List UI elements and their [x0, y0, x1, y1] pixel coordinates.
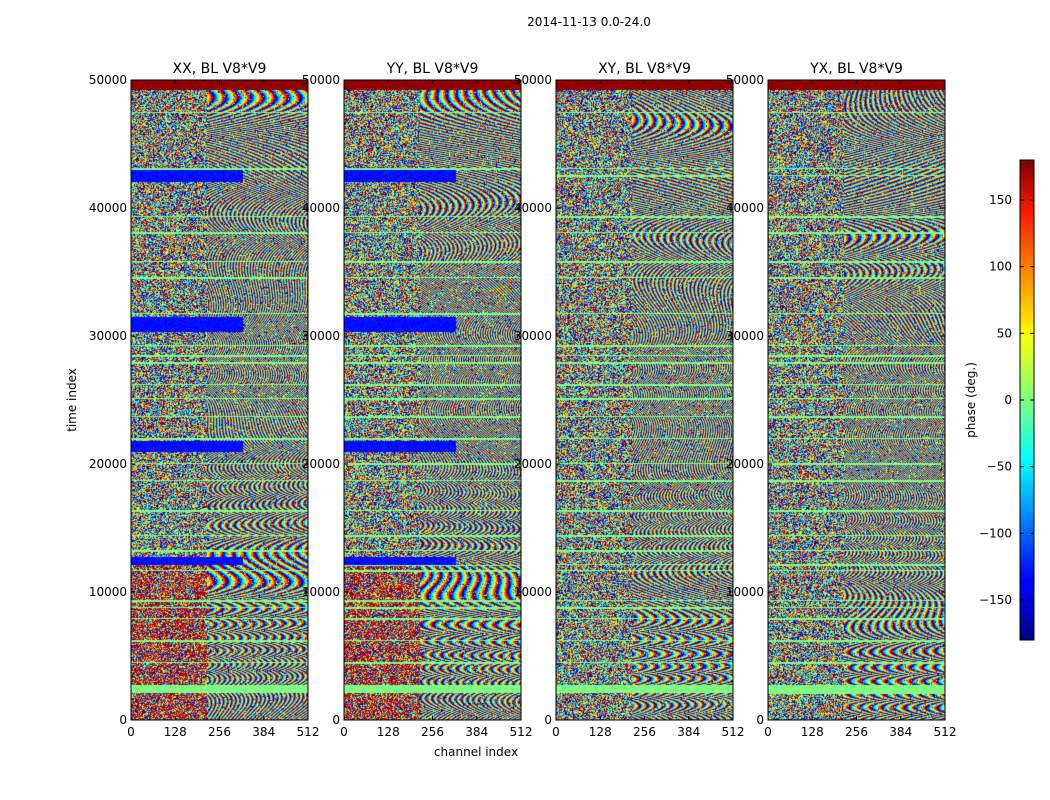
x-tick-label: 128 [801, 725, 824, 739]
x-tick-label: 128 [164, 725, 187, 739]
y-tick-label: 50000 [726, 73, 764, 87]
y-tick-label: 40000 [302, 201, 340, 215]
panel-3-title: XY, BL V8*V9 [598, 61, 691, 77]
colorbar-tick-label: 100 [989, 260, 1012, 274]
y-tick-label: 20000 [514, 457, 552, 471]
y-tick-label: 20000 [726, 457, 764, 471]
x-tick-label: 384 [465, 725, 488, 739]
panel-2-title: YY, BL V8*V9 [386, 61, 479, 77]
y-tick-label: 0 [332, 713, 340, 727]
colorbar-tick-label: −50 [987, 460, 1012, 474]
y-tick-label: 30000 [726, 329, 764, 343]
x-tick-label: 512 [934, 725, 957, 739]
x-tick-label: 256 [845, 725, 868, 739]
x-tick-label: 384 [889, 725, 912, 739]
y-tick-label: 0 [119, 713, 127, 727]
x-tick-label: 512 [722, 725, 745, 739]
x-tick-label: 0 [552, 725, 560, 739]
y-tick-label: 50000 [514, 73, 552, 87]
panel-4-heatmap [768, 80, 945, 720]
y-tick-label: 30000 [302, 329, 340, 343]
x-axis-label: channel index [434, 745, 518, 759]
colorbar-tick-label: −100 [979, 526, 1012, 540]
x-tick-label: 256 [633, 725, 656, 739]
y-tick-label: 20000 [302, 457, 340, 471]
x-tick-label: 0 [764, 725, 772, 739]
panel-1: XX, BL V8*V9 0 128 256 384 512 0 10000 20000 3000… [89, 61, 320, 739]
colorbar-tick-label: 50 [997, 326, 1012, 340]
panel-4-title: YX, BL V8*V9 [809, 61, 903, 77]
y-axis-label: time index [65, 368, 79, 432]
y-tick-label: 10000 [302, 585, 340, 599]
colorbar-tick-label: 150 [989, 193, 1012, 207]
panel-4: YX, BL V8*V9 0 128 256 384 512 0 10000 20000 3000… [726, 61, 957, 739]
y-tick-label: 40000 [726, 201, 764, 215]
x-tick-label: 0 [127, 725, 135, 739]
x-tick-label: 512 [297, 725, 320, 739]
colorbar-tick-label: −150 [979, 593, 1012, 607]
y-tick-label: 40000 [514, 201, 552, 215]
panel-3: XY, BL V8*V9 0 128 256 384 512 0 10000 20000 3000… [514, 61, 745, 739]
x-tick-label: 0 [340, 725, 348, 739]
panel-1-heatmap [131, 80, 308, 720]
panel-2: YY, BL V8*V9 0 128 256 384 512 0 10000 20000 3000… [302, 61, 533, 739]
colorbar: 150 100 50 0 −50 −100 −150 phase (deg.) [964, 159, 1035, 641]
y-tick-label: 0 [544, 713, 552, 727]
x-tick-label: 256 [421, 725, 444, 739]
y-tick-label: 50000 [89, 73, 127, 87]
y-tick-label: 0 [756, 713, 764, 727]
y-tick-label: 10000 [514, 585, 552, 599]
heatmap-panels: XX, BL V8*V9 0 128 256 384 512 0 10000 20000 3000… [89, 61, 957, 739]
y-tick-label: 50000 [302, 73, 340, 87]
y-tick-label: 30000 [89, 329, 127, 343]
x-tick-label: 384 [252, 725, 275, 739]
panel-1-title: XX, BL V8*V9 [173, 61, 267, 77]
panel-2-heatmap [344, 80, 521, 720]
figure-suptitle: 2014-11-13 0.0-24.0 [527, 15, 651, 29]
y-tick-label: 40000 [89, 201, 127, 215]
x-tick-label: 384 [677, 725, 700, 739]
colorbar-label: phase (deg.) [964, 362, 978, 438]
y-tick-label: 10000 [726, 585, 764, 599]
colorbar-tick-label: 0 [1004, 393, 1012, 407]
y-tick-label: 30000 [514, 329, 552, 343]
x-tick-label: 256 [208, 725, 231, 739]
x-tick-label: 128 [589, 725, 612, 739]
x-tick-label: 512 [510, 725, 533, 739]
x-tick-label: 128 [377, 725, 400, 739]
panel-3-heatmap [556, 80, 733, 720]
y-tick-label: 10000 [89, 585, 127, 599]
colorbar-ticks: 150 100 50 0 −50 −100 −150 [979, 193, 1034, 607]
y-tick-label: 20000 [89, 457, 127, 471]
